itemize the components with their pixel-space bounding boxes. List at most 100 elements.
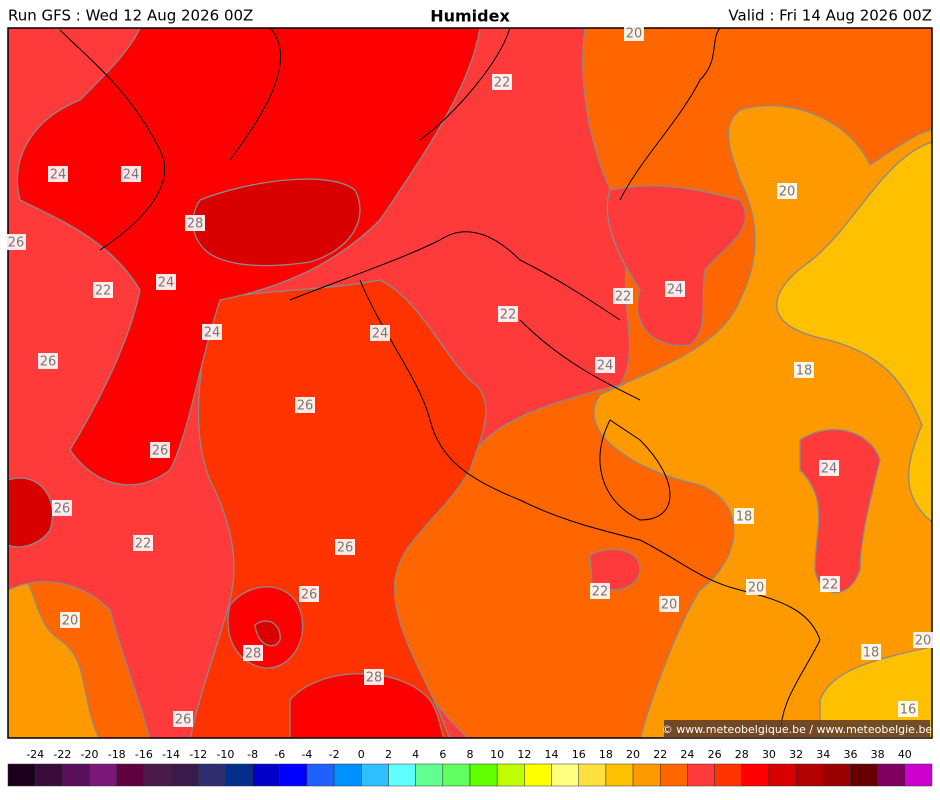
contour-label-bg xyxy=(364,669,384,685)
color-swatch xyxy=(469,763,498,787)
contour-label-bg xyxy=(746,579,766,595)
color-swatch xyxy=(823,763,851,787)
colorbar-tick-label: 32 xyxy=(789,748,803,761)
contour-label-bg xyxy=(820,576,840,592)
colorbar-tick-label: -2 xyxy=(329,748,340,761)
color-swatch xyxy=(850,763,878,787)
contour-label-bg xyxy=(156,274,176,290)
colorbar-tick-label: -4 xyxy=(301,748,312,761)
color-swatch xyxy=(714,763,743,787)
contour-label-bg xyxy=(299,586,319,602)
contour-label: 22 xyxy=(592,585,609,600)
contour-label-bg xyxy=(93,282,113,298)
colorbar-tick-label: 2 xyxy=(385,748,392,761)
contour-label-bg xyxy=(185,215,205,231)
color-swatch xyxy=(524,763,552,787)
color-swatch xyxy=(415,763,444,787)
colorbar-tick-label: 38 xyxy=(871,748,885,761)
color-swatch xyxy=(361,763,389,787)
colorbar-tick-label: 4 xyxy=(412,748,419,761)
colorbar-tick-label: -12 xyxy=(189,748,207,761)
color-swatch xyxy=(225,763,253,787)
color-swatch xyxy=(306,763,335,787)
contour-label-bg xyxy=(133,535,153,551)
color-swatch xyxy=(7,763,36,787)
contour-label: 26 xyxy=(40,355,57,370)
contour-label: 24 xyxy=(821,462,838,477)
colorbar-tick-label: -20 xyxy=(81,748,99,761)
contour-label-bg xyxy=(898,701,918,717)
contour-label: 22 xyxy=(822,578,839,593)
color-swatch xyxy=(170,763,199,787)
colorbar-tick-label: -22 xyxy=(53,748,71,761)
color-swatch xyxy=(795,763,824,787)
contour-label-bg xyxy=(6,234,26,250)
contour-label: 24 xyxy=(667,283,684,298)
colorbar-tick-label: 20 xyxy=(626,748,640,761)
contour-label-bg xyxy=(121,166,141,182)
color-swatch xyxy=(143,763,172,787)
colorbar-tick-label: 16 xyxy=(572,748,586,761)
contour-label: 22 xyxy=(135,537,152,552)
contour-label: 22 xyxy=(494,76,511,91)
contour-label-bg xyxy=(734,508,754,524)
colorbar-tick-label: 0 xyxy=(358,748,365,761)
contour-label-bg xyxy=(913,632,933,648)
color-swatch xyxy=(496,763,525,787)
contour-label: 28 xyxy=(187,217,204,232)
contour-label-bg xyxy=(202,324,222,340)
colorbar-tick-label: 14 xyxy=(545,748,559,761)
colorbar-tick-label: -16 xyxy=(135,748,153,761)
contour-label-bg xyxy=(819,460,839,476)
contour-label: 28 xyxy=(366,671,383,686)
contour-label: 24 xyxy=(123,168,140,183)
contour-label-bg xyxy=(295,397,315,413)
contour-label-bg xyxy=(595,357,615,373)
color-swatch xyxy=(279,763,308,787)
map-field xyxy=(8,28,932,738)
contour-label: 22 xyxy=(95,284,112,299)
contour-label-bg xyxy=(335,539,355,555)
colorbar-tick-label: 10 xyxy=(490,748,504,761)
color-swatch xyxy=(632,763,661,787)
color-swatch xyxy=(659,763,688,787)
contour-label-bg xyxy=(52,500,72,516)
contour-label-bg xyxy=(48,166,68,182)
contour-label: 22 xyxy=(615,290,632,305)
contour-label-bg xyxy=(777,183,797,199)
color-swatch xyxy=(34,763,63,787)
color-swatch xyxy=(741,763,770,787)
color-swatch xyxy=(687,763,715,787)
contour-label-bg xyxy=(173,711,193,727)
colorbar-tick-label: -6 xyxy=(274,748,285,761)
color-swatch xyxy=(551,763,579,787)
contour-label-bg xyxy=(624,25,644,41)
contour-label: 16 xyxy=(900,703,917,718)
contour-label: 24 xyxy=(597,359,614,374)
color-swatch xyxy=(605,763,634,787)
colorbar-tick-label: 22 xyxy=(653,748,667,761)
color-swatch xyxy=(62,763,90,787)
contour-label-bg xyxy=(659,596,679,612)
color-swatch xyxy=(442,763,471,787)
colorbar-tick-label: 30 xyxy=(762,748,776,761)
contour-label-bg xyxy=(665,281,685,297)
colorbar-tick-label: 6 xyxy=(439,748,446,761)
colorbar-tick-label: -10 xyxy=(216,748,234,761)
contour-label: 26 xyxy=(301,588,318,603)
contour-label-bg xyxy=(590,583,610,599)
color-swatch xyxy=(388,763,416,787)
credit: © www.meteobelgique.be / www.meteobelgie… xyxy=(662,723,933,736)
contour-label: 18 xyxy=(796,364,813,379)
contour-label: 20 xyxy=(748,581,765,596)
contour-label-bg xyxy=(60,612,80,628)
contour-label: 24 xyxy=(372,327,389,342)
contour-label-bg xyxy=(794,362,814,378)
contour-label: 20 xyxy=(779,185,796,200)
contour-label: 18 xyxy=(736,510,753,525)
color-swatch xyxy=(252,763,281,787)
contour-label: 26 xyxy=(8,236,25,251)
contour-label-bg xyxy=(150,442,170,458)
contour-label: 24 xyxy=(50,168,67,183)
